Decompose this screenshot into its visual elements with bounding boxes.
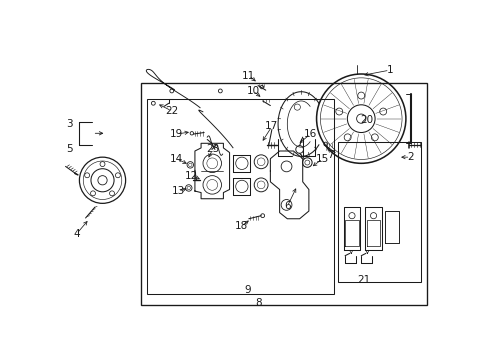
Text: 10: 10 [247, 86, 260, 96]
Text: 20: 20 [360, 115, 373, 125]
Text: 18: 18 [235, 221, 248, 231]
Text: 14: 14 [170, 154, 183, 164]
Text: 22: 22 [165, 106, 178, 116]
Text: 2: 2 [407, 152, 414, 162]
Text: 11: 11 [242, 71, 255, 81]
Text: 19: 19 [170, 129, 183, 139]
Bar [141, 83, 427, 305]
Text: 3: 3 [66, 119, 73, 129]
Bar [338, 142, 421, 282]
Text: 8: 8 [255, 298, 262, 309]
Text: 9: 9 [244, 285, 250, 294]
Text: 4: 4 [73, 229, 80, 239]
Text: 16: 16 [304, 129, 317, 139]
Text: 13: 13 [172, 186, 185, 196]
Text: 12: 12 [185, 171, 198, 181]
Text: 15: 15 [316, 154, 329, 164]
Text: 23: 23 [206, 144, 219, 154]
Text: 6: 6 [284, 202, 291, 211]
Text: 1: 1 [387, 65, 393, 75]
Text: 21: 21 [358, 275, 371, 285]
Text: 17: 17 [265, 121, 278, 131]
Text: 7: 7 [327, 150, 334, 160]
Text: 5: 5 [66, 144, 73, 154]
Bar [147, 99, 334, 294]
